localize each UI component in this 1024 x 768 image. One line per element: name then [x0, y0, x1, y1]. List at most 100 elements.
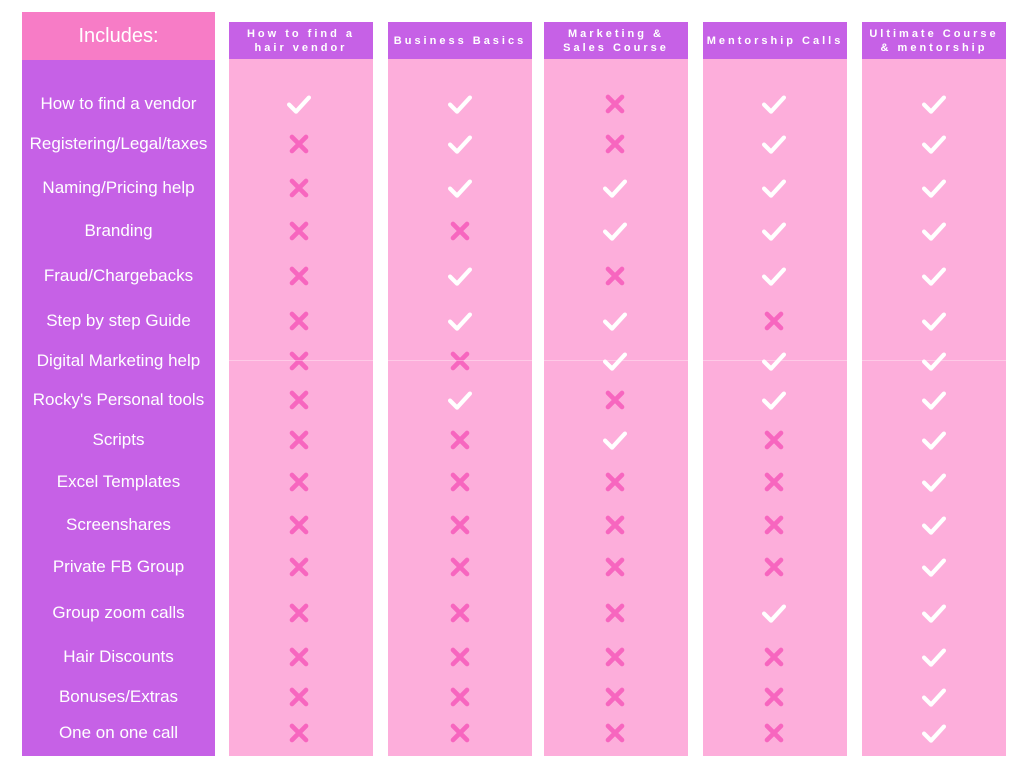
check-icon: [602, 312, 628, 331]
cross-icon: [289, 603, 309, 623]
feature-list: How to find a vendor Registering/Legal/ta…: [22, 60, 215, 756]
check-icon: [921, 391, 947, 410]
check-icon: [761, 179, 787, 198]
check-icon: [447, 179, 473, 198]
cross-icon: [605, 390, 625, 410]
check-icon: [921, 267, 947, 286]
cross-icon: [289, 430, 309, 450]
cross-icon: [764, 687, 784, 707]
row-divider: [215, 360, 1010, 361]
cross-icon: [450, 472, 470, 492]
cross-icon: [764, 723, 784, 743]
plan-title: Ultimate Course & mentorship: [869, 27, 999, 54]
check-icon: [921, 95, 947, 114]
cross-icon: [450, 723, 470, 743]
cross-icon: [764, 557, 784, 577]
cross-icon: [289, 221, 309, 241]
feature-label: Hair Discounts: [63, 647, 174, 666]
cross-icon: [289, 311, 309, 331]
check-icon: [602, 352, 628, 371]
plan-header: Business Basics: [388, 22, 532, 59]
cross-icon: [605, 557, 625, 577]
plan-title: Mentorship Calls: [706, 34, 844, 47]
feature-label: Screenshares: [66, 515, 171, 534]
check-icon: [921, 312, 947, 331]
feature-label: Group zoom calls: [52, 603, 185, 622]
cross-icon: [605, 266, 625, 286]
plan-title: How to find a hair vendor: [246, 27, 356, 54]
cross-icon: [289, 557, 309, 577]
plan-body: [229, 59, 373, 756]
check-icon: [602, 179, 628, 198]
plan-body: [544, 59, 688, 756]
check-icon: [921, 431, 947, 450]
plan-title: Marketing & Sales Course: [563, 27, 669, 54]
cross-icon: [605, 134, 625, 154]
cross-icon: [605, 472, 625, 492]
cross-icon: [289, 134, 309, 154]
feature-label: Branding: [84, 221, 153, 240]
includes-header: Includes:: [22, 12, 215, 60]
plan-header: Ultimate Course & mentorship: [862, 22, 1006, 59]
cross-icon: [289, 351, 309, 371]
cross-icon: [289, 266, 309, 286]
plan-body: [703, 59, 847, 756]
check-icon: [761, 352, 787, 371]
cross-icon: [289, 687, 309, 707]
check-icon: [447, 312, 473, 331]
cross-icon: [289, 178, 309, 198]
check-icon: [761, 391, 787, 410]
cross-icon: [605, 94, 625, 114]
cross-icon: [764, 647, 784, 667]
feature-label: Rocky's Personal tools: [32, 390, 205, 409]
feature-label: Naming/Pricing help: [42, 178, 195, 197]
cross-icon: [450, 603, 470, 623]
check-icon: [447, 267, 473, 286]
check-icon: [761, 135, 787, 154]
check-icon: [286, 95, 312, 114]
check-icon: [761, 222, 787, 241]
check-icon: [921, 179, 947, 198]
cross-icon: [764, 472, 784, 492]
check-icon: [921, 688, 947, 707]
check-icon: [602, 222, 628, 241]
feature-label: Digital Marketing help: [36, 351, 201, 370]
feature-label: How to find a vendor: [40, 94, 197, 113]
cross-icon: [764, 311, 784, 331]
cross-icon: [450, 557, 470, 577]
check-icon: [447, 135, 473, 154]
feature-label: Private FB Group: [52, 557, 185, 576]
check-icon: [447, 95, 473, 114]
check-icon: [921, 516, 947, 535]
cross-icon: [605, 647, 625, 667]
check-icon: [921, 724, 947, 743]
cross-icon: [450, 221, 470, 241]
check-icon: [921, 473, 947, 492]
feature-label: Excel Templates: [56, 472, 181, 491]
check-icon: [602, 431, 628, 450]
check-icon: [761, 604, 787, 623]
cross-icon: [764, 515, 784, 535]
plan-header: Marketing & Sales Course: [544, 22, 688, 59]
check-icon: [921, 604, 947, 623]
check-icon: [921, 558, 947, 577]
plan-title: Business Basics: [393, 34, 527, 47]
check-icon: [761, 95, 787, 114]
cross-icon: [764, 430, 784, 450]
feature-label: Bonuses/Extras: [58, 687, 179, 706]
feature-label: Fraud/Chargebacks: [43, 266, 194, 285]
check-icon: [761, 267, 787, 286]
check-icon: [921, 648, 947, 667]
cross-icon: [289, 472, 309, 492]
cross-icon: [450, 687, 470, 707]
feature-label: Step by step Guide: [46, 311, 191, 330]
cross-icon: [450, 515, 470, 535]
cross-icon: [605, 687, 625, 707]
cross-icon: [289, 647, 309, 667]
cross-icon: [289, 723, 309, 743]
includes-column: Includes: How to find a vendor Registerin…: [22, 0, 215, 768]
plan-header: How to find a hair vendor: [229, 22, 373, 59]
check-icon: [447, 391, 473, 410]
cross-icon: [450, 430, 470, 450]
cross-icon: [289, 390, 309, 410]
